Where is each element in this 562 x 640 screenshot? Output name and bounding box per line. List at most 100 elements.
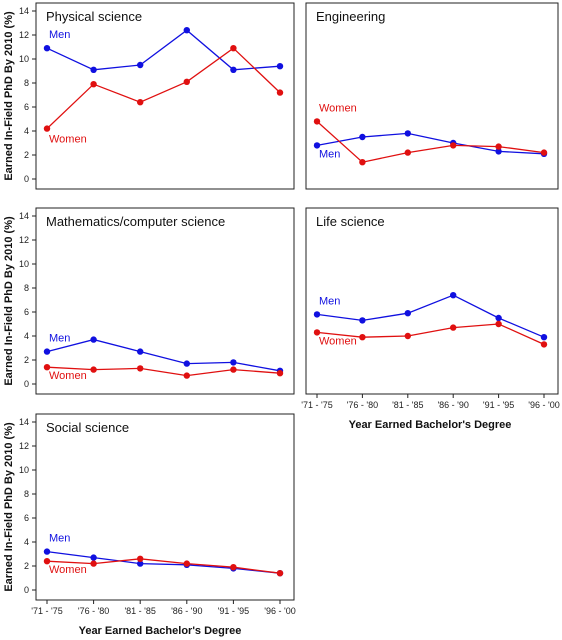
data-point-women <box>313 118 321 125</box>
x-tick-label: '96 - '00 <box>264 606 295 616</box>
data-point-women <box>137 365 144 372</box>
series-line-women <box>46 558 281 574</box>
x-tick-label: '91 - '95 <box>483 400 514 410</box>
y-tick-label: 14 <box>19 417 29 427</box>
series-label-women: Women <box>49 134 87 146</box>
y-tick-label: 12 <box>19 441 29 451</box>
data-point-men <box>359 317 366 324</box>
panel-frame <box>305 207 559 395</box>
data-point-women <box>230 366 237 373</box>
panel-frame <box>305 2 559 190</box>
panel-title: Engineering <box>316 9 385 24</box>
data-point-women <box>230 45 237 52</box>
series-line-men <box>46 29 281 71</box>
x-tick-label: '71 - '75 <box>301 400 332 410</box>
series-label-women: Women <box>319 102 357 114</box>
data-point-men <box>404 130 411 137</box>
series-line-men <box>46 550 281 574</box>
series-line-women <box>46 47 281 130</box>
data-point-women <box>540 341 548 348</box>
x-axis-label: Year Earned Bachelor's Degree <box>349 419 512 431</box>
data-point-women <box>404 332 411 340</box>
series-line-women <box>316 323 545 345</box>
data-point-men <box>90 336 97 343</box>
data-point-men <box>137 560 144 567</box>
data-point-men <box>540 334 548 341</box>
x-tick-label: '71 - '75 <box>31 606 62 616</box>
y-tick-label: 12 <box>19 30 29 40</box>
data-point-men <box>230 66 237 74</box>
y-tick-label: 0 <box>24 585 29 595</box>
series-label-men: Men <box>49 333 70 345</box>
y-tick-label: 8 <box>24 78 29 88</box>
data-point-men <box>359 133 366 141</box>
data-point-women <box>450 142 457 149</box>
series-label-women: Women <box>49 370 87 382</box>
x-axis-label: Year Earned Bachelor's Degree <box>79 625 242 637</box>
y-tick-label: 8 <box>24 489 29 499</box>
panel-frame <box>35 207 295 395</box>
data-point-men <box>404 310 411 317</box>
data-point-women <box>43 125 51 132</box>
data-point-women <box>90 560 97 567</box>
data-point-women <box>230 564 237 571</box>
y-tick-label: 10 <box>19 259 29 269</box>
x-tick-label: '76 - '80 <box>78 606 109 616</box>
data-point-men <box>90 554 97 561</box>
data-point-men <box>495 314 502 322</box>
data-point-women <box>540 149 548 156</box>
data-point-men <box>313 311 321 318</box>
series-label-men: Men <box>49 29 70 41</box>
data-point-men <box>183 360 190 367</box>
x-tick-label: '86 - '90 <box>437 400 468 410</box>
data-point-women <box>359 334 366 341</box>
data-point-women <box>313 329 321 336</box>
data-point-women <box>43 364 51 371</box>
series-label-men: Men <box>49 533 70 545</box>
y-tick-label: 8 <box>24 283 29 293</box>
series-label-women: Women <box>49 564 87 576</box>
data-point-women <box>183 78 190 86</box>
series-line-men <box>316 132 545 155</box>
panel-title: Social science <box>46 420 129 435</box>
data-point-women <box>90 81 97 88</box>
y-tick-label: 14 <box>19 6 29 16</box>
data-point-women <box>137 99 144 106</box>
y-tick-label: 2 <box>24 561 29 571</box>
y-tick-label: 0 <box>24 379 29 389</box>
data-point-men <box>230 359 237 366</box>
data-point-women <box>359 159 366 166</box>
data-point-men <box>43 348 51 355</box>
x-tick-label: '96 - '00 <box>528 400 559 410</box>
data-point-women <box>276 370 284 377</box>
y-tick-label: 12 <box>19 235 29 245</box>
data-point-men <box>276 62 284 70</box>
data-point-women <box>276 570 284 577</box>
panel-title: Mathematics/computer science <box>46 214 225 229</box>
x-tick-label: '91 - '95 <box>218 606 249 616</box>
y-tick-label: 0 <box>24 174 29 184</box>
y-tick-label: 6 <box>24 102 29 112</box>
y-tick-label: 14 <box>19 211 29 221</box>
data-point-men <box>450 292 457 299</box>
x-tick-label: '86 - '90 <box>171 606 202 616</box>
y-tick-label: 10 <box>19 54 29 64</box>
y-tick-label: 4 <box>24 126 29 136</box>
data-point-women <box>404 149 411 156</box>
y-tick-label: 10 <box>19 465 29 475</box>
series-line-women <box>46 366 281 377</box>
series-label-women: Women <box>319 335 357 347</box>
data-point-women <box>183 560 190 567</box>
series-label-men: Men <box>319 148 340 160</box>
y-tick-label: 6 <box>24 513 29 523</box>
data-point-women <box>450 324 457 331</box>
data-point-women <box>276 89 284 96</box>
data-point-women <box>90 366 97 373</box>
data-point-men <box>495 148 502 155</box>
data-point-women <box>43 558 51 565</box>
x-tick-label: '81 - '85 <box>124 606 155 616</box>
data-point-men <box>90 66 97 74</box>
y-tick-label: 4 <box>24 331 29 341</box>
data-point-men <box>183 27 190 34</box>
